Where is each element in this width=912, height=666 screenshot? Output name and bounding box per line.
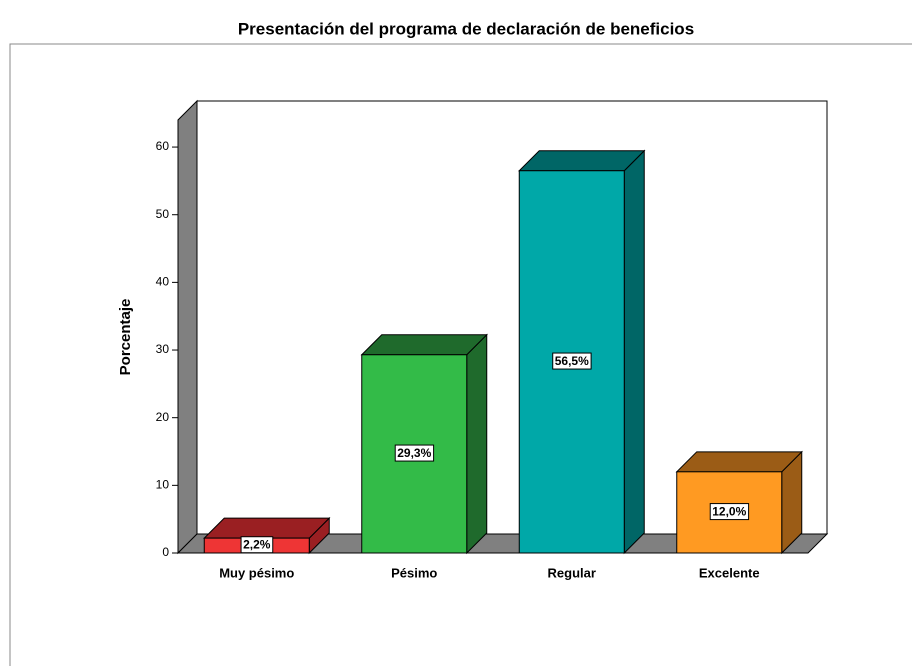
- y-tick-label: 60: [156, 139, 170, 153]
- y-tick-label: 20: [156, 410, 170, 424]
- y-tick-label: 30: [156, 342, 170, 356]
- value-label: 56,5%: [555, 354, 589, 368]
- y-tick-label: 0: [162, 545, 169, 559]
- bar-side: [466, 333, 488, 555]
- y-tick-label: 10: [156, 478, 170, 492]
- x-tick-label: Pésimo: [391, 565, 437, 580]
- x-tick-label: Regular: [548, 565, 596, 580]
- value-label-box: [394, 444, 435, 462]
- bar-top: [675, 451, 803, 473]
- value-label: 12,0%: [712, 505, 746, 519]
- bar-side: [623, 149, 645, 555]
- value-label: 2,2%: [243, 538, 271, 552]
- y-tick-label: 40: [156, 275, 170, 289]
- left-wall: [177, 99, 198, 555]
- chart-title: Presentación del programa de declaración…: [238, 19, 694, 38]
- y-axis-label: Porcentaje: [117, 299, 134, 376]
- x-tick-label: Excelente: [699, 565, 760, 580]
- x-tick-label: Muy pésimo: [219, 565, 294, 580]
- value-label: 29,3%: [397, 446, 431, 460]
- value-label-box: [709, 503, 750, 521]
- bar-top: [360, 334, 488, 356]
- frame: [9, 43, 912, 666]
- y-tick-label: 50: [156, 207, 170, 221]
- value-label-box: [552, 352, 592, 370]
- bar-top: [203, 517, 331, 539]
- bar-top: [518, 150, 646, 172]
- value-label-box: [240, 536, 274, 554]
